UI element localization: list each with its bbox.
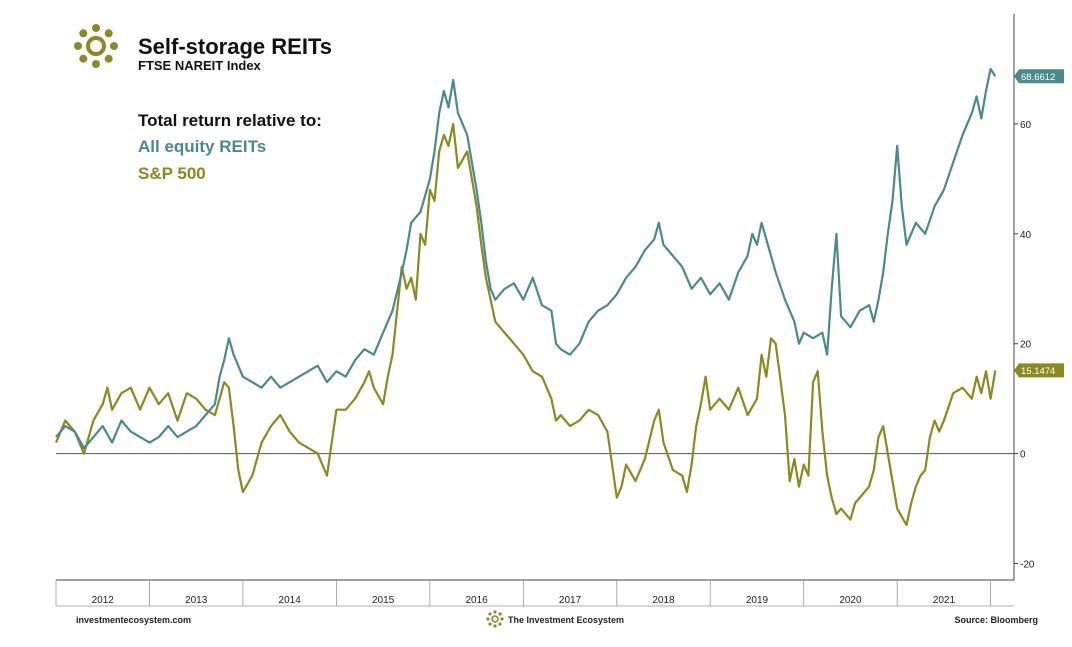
last-value-badge-bg bbox=[1014, 363, 1064, 378]
chart-title: Self-storage REITs bbox=[138, 34, 332, 59]
last-value-badge-bg bbox=[1014, 69, 1064, 84]
sunburst-logo-icon bbox=[74, 24, 118, 68]
last-value-badge: 15.1474 bbox=[1014, 363, 1064, 378]
x-tick-label: 2012 bbox=[92, 595, 115, 606]
last-value-labels: 15.1474 68.6612 bbox=[1014, 69, 1064, 378]
y-tick-label: 40 bbox=[1020, 230, 1032, 241]
x-tick-label: 2015 bbox=[372, 595, 395, 606]
x-tick-label: 2018 bbox=[652, 595, 675, 606]
x-tick-label: 2014 bbox=[279, 595, 302, 606]
footer-source: Source: Bloomberg bbox=[954, 615, 1038, 625]
footer-brand: The Investment Ecosystem bbox=[508, 615, 624, 625]
x-tick-label: 2021 bbox=[933, 595, 956, 606]
x-tick-label: 2013 bbox=[185, 595, 208, 606]
legend-item-reits: All equity REITs bbox=[138, 137, 266, 156]
series-lines bbox=[54, 67, 997, 527]
y-tick-label: -20 bbox=[1020, 560, 1035, 571]
footer-website: investmentecosystem.com bbox=[76, 615, 191, 625]
series-line-s-p-500 bbox=[54, 122, 997, 527]
series-line-all-equity-reits bbox=[55, 67, 997, 450]
y-tick-label: 60 bbox=[1020, 120, 1032, 131]
last-value-label: 15.1474 bbox=[1021, 366, 1055, 377]
x-tick-label: 2017 bbox=[559, 595, 582, 606]
last-value-label: 68.6612 bbox=[1021, 72, 1055, 83]
y-axis-ticks: 60 40 20 0 -20 bbox=[1014, 120, 1035, 571]
footer-logo-icon bbox=[486, 610, 504, 628]
x-tick-label: 2020 bbox=[839, 595, 862, 606]
y-tick-label: 20 bbox=[1020, 340, 1032, 351]
x-tick-label: 2016 bbox=[465, 595, 488, 606]
y-tick-label: 0 bbox=[1020, 450, 1026, 461]
chart-subtitle: FTSE NAREIT Index bbox=[138, 58, 262, 73]
legend-heading: Total return relative to: bbox=[138, 111, 322, 130]
last-value-badge: 68.6612 bbox=[1014, 69, 1064, 84]
x-tick-label: 2019 bbox=[746, 595, 769, 606]
x-axis-ticks: 2012 2013 2014 2015 2016 2017 2018 2019 2020 2021 bbox=[55, 580, 992, 606]
legend-item-sp500: S&P 500 bbox=[138, 164, 206, 183]
